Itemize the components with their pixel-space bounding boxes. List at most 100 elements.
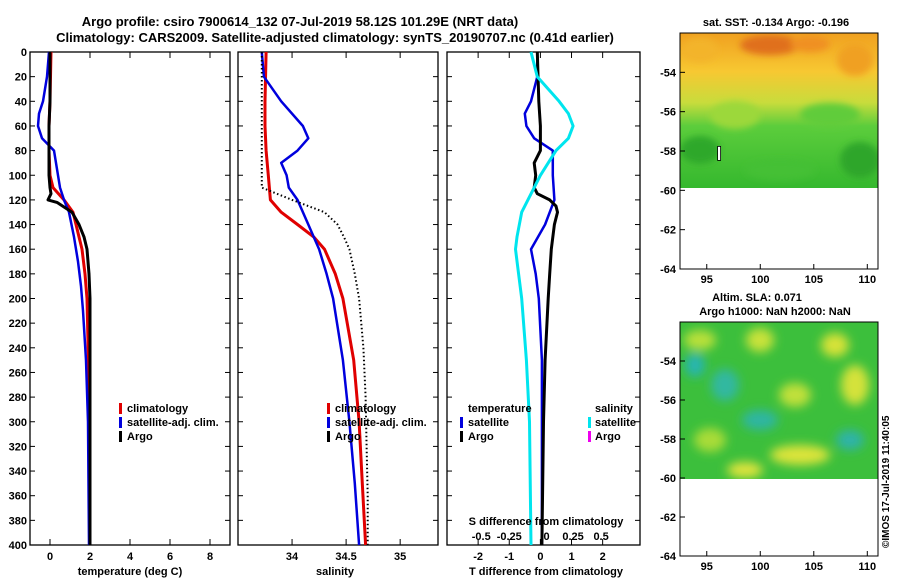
legend-argo-label: Argo	[127, 431, 153, 443]
y-tick-label: 400	[9, 540, 27, 552]
legend-climatology-label: climatology	[127, 403, 189, 415]
map-y-tick-label: -60	[660, 473, 676, 485]
sla-map-panel: Altim. SLA: 0.071 Argo h1000: NaN h2000:…	[660, 292, 879, 573]
legend-argo-swatch	[119, 431, 122, 442]
series-line-climatology	[263, 51, 368, 546]
sst-cool-patch	[840, 142, 878, 178]
legend-climatology-label: climatology	[335, 403, 397, 415]
sst-mid-patch	[710, 101, 760, 129]
sla-high-patch	[770, 445, 830, 465]
map-x-tick-label: 100	[751, 274, 769, 286]
series-line-argo	[46, 52, 92, 545]
sla-high-patch	[684, 330, 716, 350]
y-tick-label: 220	[9, 318, 27, 330]
salinity-lines	[260, 51, 369, 546]
temperature-xlabel: temperature (deg C)	[78, 566, 183, 578]
x-tick-label: 2	[87, 551, 93, 563]
difference-xlabel: T difference from climatology	[469, 566, 624, 578]
map-y-tick-label: -56	[660, 395, 676, 407]
y-tick-label: 120	[9, 195, 27, 207]
series-line-satellite-adj-clim-	[36, 51, 91, 546]
y-tick-label: 20	[15, 72, 27, 84]
salinity-panel: 34 34.5 35 salinity climatology satellite-…	[237, 51, 439, 578]
y-tick-label: 340	[9, 466, 27, 478]
x-tick-label: -1	[504, 551, 514, 563]
legend-temperature-argo-label: Argo	[468, 431, 494, 443]
legend-salinity-title: salinity	[595, 403, 634, 415]
x-tick-label: 34	[286, 551, 299, 563]
difference-legend-salinity: salinity satellite Argo	[588, 403, 636, 443]
legend-salinity-argo-swatch	[588, 431, 591, 442]
y-tick-label: 60	[15, 121, 27, 133]
sst-warm-patch	[837, 44, 873, 76]
map-x-tick-label: 100	[751, 561, 769, 573]
sla-field	[680, 322, 878, 479]
sla-high-patch	[727, 462, 763, 478]
y-tick-label: 300	[9, 417, 27, 429]
y-tick-label: 280	[9, 392, 27, 404]
x-tick-label: 2	[600, 551, 606, 563]
y-tick-label: 260	[9, 367, 27, 379]
map-y-tick-label: -62	[660, 225, 676, 237]
figure-title-line1: Argo profile: csiro 7900614_132 07-Jul-2…	[82, 14, 518, 29]
x-tick-label: -2	[473, 551, 483, 563]
series-line-argo	[260, 52, 369, 545]
y-tick-label: 80	[15, 146, 27, 158]
y-tick-label: 200	[9, 294, 27, 306]
sst-field	[680, 33, 878, 188]
legend-satellite-swatch	[327, 417, 330, 428]
salinity-axes	[237, 51, 439, 546]
legend-temperature-argo-swatch	[460, 431, 463, 442]
map-x-tick-label: 110	[858, 274, 876, 286]
difference-lines	[514, 51, 575, 546]
sla-high-patch	[841, 365, 869, 405]
map-y-tick-label: -62	[660, 512, 676, 524]
difference-legend-temperature: temperature satellite Argo	[460, 403, 532, 443]
y-tick-label: 240	[9, 343, 27, 355]
sla-high-patch	[821, 333, 849, 357]
y-tick-label: 0	[21, 47, 27, 59]
figure-title-line2: Climatology: CARS2009. Satellite-adjuste…	[56, 30, 614, 45]
x-tick-label: 8	[207, 551, 213, 563]
difference-panel: -2 -1 0 1 2 T difference from climatology S …	[446, 51, 641, 578]
temperature-axes	[29, 51, 231, 546]
sst-warm-patch	[682, 38, 718, 62]
temperature-lines	[36, 51, 92, 546]
x-tick-label: 0	[537, 551, 543, 563]
sst-warm-patch	[740, 35, 800, 55]
argo-position-marker	[717, 145, 721, 161]
imos-watermark: ©IMOS 17-Jul-2019 11:40:05	[881, 415, 892, 548]
legend-temperature-title: temperature	[468, 403, 532, 415]
map-y-tick-label: -58	[660, 434, 676, 446]
map-y-tick-label: -64	[660, 264, 677, 276]
sla-high-patch	[746, 328, 774, 352]
x-tick-label: 0	[47, 551, 53, 563]
map-y-tick-label: -56	[660, 107, 676, 119]
temperature-legend: climatology satellite-adj. clim. Argo	[119, 403, 219, 443]
sst-map-title: sat. SST: -0.134 Argo: -0.196	[703, 17, 849, 29]
difference-ticks: -2 -1 0 1 2	[447, 51, 640, 563]
series-line-salinity-satellite	[514, 51, 575, 546]
sst-map-panel: sat. SST: -0.134 Argo: -0.196 95 100 105 11…	[660, 17, 879, 286]
series-line-temperature-satellite	[523, 52, 556, 545]
salinity-xlabel: salinity	[316, 566, 355, 578]
sst-warm-patch	[790, 36, 830, 52]
sst-cool-patch	[745, 160, 815, 180]
x-tick-label: 4	[127, 551, 134, 563]
sst-mid-patch	[800, 103, 860, 127]
legend-temperature-satellite-label: satellite	[468, 417, 509, 429]
y-tick-label: 40	[15, 96, 27, 108]
y-tick-label: 140	[9, 220, 27, 232]
map-x-tick-label: 105	[805, 274, 823, 286]
sla-map-title-line1: Altim. SLA: 0.071	[712, 292, 802, 304]
sla-high-patch	[694, 428, 726, 452]
y-tick-label: 160	[9, 244, 27, 256]
top-tick-label: 0.5	[593, 531, 608, 543]
y-tick-label: 180	[9, 269, 27, 281]
legend-climatology-swatch	[327, 403, 330, 414]
legend-temperature-satellite-swatch	[460, 417, 463, 428]
map-y-tick-label: -64	[660, 551, 677, 563]
sla-map-ticks: 95 100 105 110 -54 -56 -58 -60 -62 -64	[660, 356, 876, 573]
y-tick-label: 360	[9, 491, 27, 503]
